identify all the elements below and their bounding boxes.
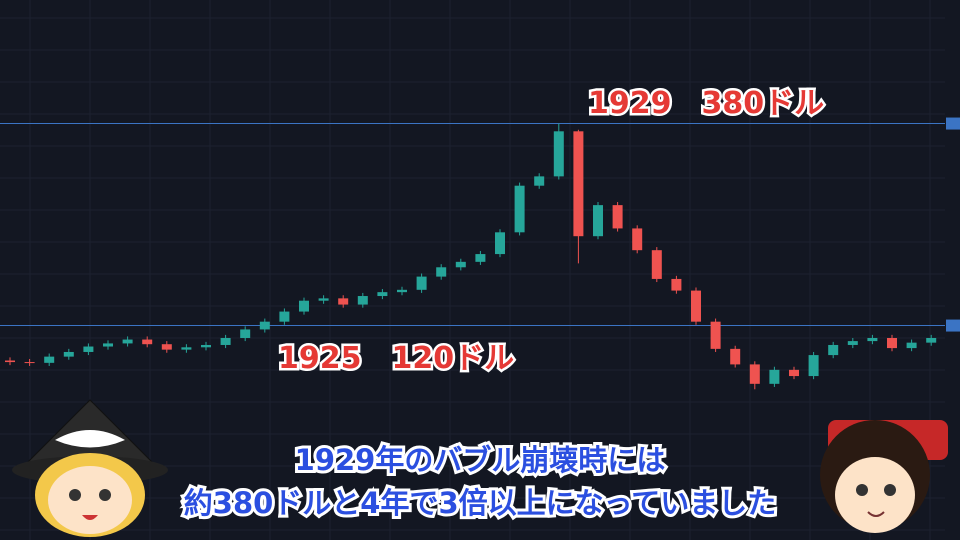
subtitle: 約380ドルと4年で3倍以上になっていました (184, 486, 776, 520)
candle-body (201, 344, 211, 348)
candle-body (377, 292, 388, 297)
candle-body (553, 131, 564, 177)
plot (0, 123, 945, 390)
candle-body (24, 362, 35, 364)
candle-body (612, 205, 623, 229)
candle-body (44, 356, 55, 363)
candle-body (475, 254, 486, 262)
candle-body (789, 369, 799, 377)
candle-body (63, 351, 74, 357)
candle-body (926, 337, 937, 343)
candle-body (259, 321, 270, 330)
candle-body (730, 348, 741, 365)
candle-body (495, 232, 505, 255)
candle-body (220, 337, 231, 345)
subtitle: 1929年のバブル崩壊時には (295, 443, 666, 477)
price-line-label (946, 319, 960, 332)
candle-body (240, 329, 251, 338)
candle-body (749, 364, 760, 384)
annotation: 1925 120ドル (278, 341, 514, 376)
candle-body (847, 341, 858, 345)
candle-body (161, 344, 172, 350)
candle-body (142, 339, 153, 345)
price-axis (945, 0, 960, 540)
candle-body (514, 185, 525, 233)
candle-body (573, 131, 584, 237)
price-line-label (946, 117, 960, 130)
candle-body (357, 296, 368, 305)
candle-body (593, 205, 603, 237)
candle-body (710, 321, 721, 349)
candle-body (318, 298, 329, 301)
candle-body (828, 344, 839, 356)
character-right (820, 420, 948, 533)
candle-body (83, 346, 94, 352)
candle-body (181, 347, 192, 350)
candle-body (103, 343, 113, 347)
candle-body (906, 342, 917, 349)
candle-body (397, 289, 407, 293)
candle-body (632, 228, 643, 251)
candle-body (122, 339, 133, 344)
candle-body (279, 311, 290, 322)
candle-body (534, 176, 545, 186)
candle-body (455, 261, 466, 268)
candle-body (867, 337, 878, 342)
candle-body (436, 267, 447, 277)
annotation: 1929 380ドル (588, 86, 824, 121)
candle-body (691, 290, 701, 322)
candle-body (338, 298, 349, 305)
candle-body (416, 276, 427, 290)
candle-body (887, 337, 897, 349)
candle-body (651, 250, 662, 279)
candle-body (671, 278, 682, 291)
candle-body (299, 300, 309, 312)
candle-body (769, 369, 780, 384)
character-left (12, 399, 168, 537)
candle-body (5, 360, 15, 363)
candle-body (808, 355, 819, 377)
